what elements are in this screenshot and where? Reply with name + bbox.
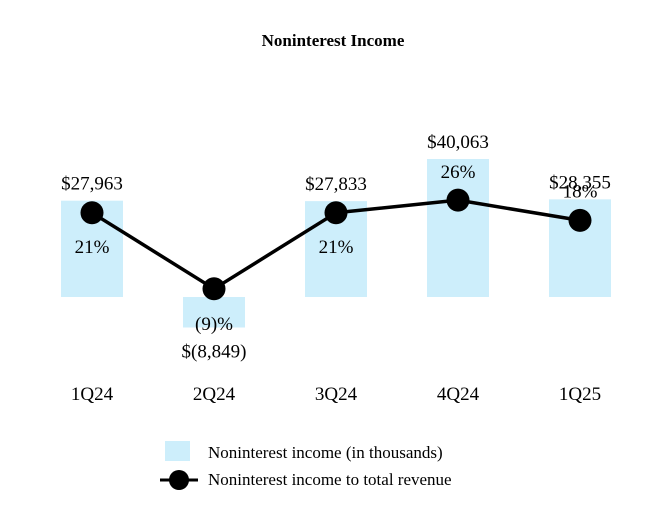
legend-bar-swatch	[165, 441, 190, 461]
legend-line-marker	[169, 470, 189, 490]
x-tick-2q24: 2Q24	[193, 384, 236, 405]
bar-value-label-1q25: $28,355	[549, 172, 611, 193]
x-tick-4q24: 4Q24	[437, 384, 480, 405]
ratio-point-1q25	[568, 208, 592, 232]
chart-title: Noninterest Income	[262, 31, 405, 50]
ratio-point-2q24	[202, 277, 226, 301]
ratio-label-3q24: 21%	[319, 237, 354, 258]
x-axis-tick-labels: 1Q24 2Q24 3Q24 4Q24 1Q25	[71, 384, 601, 405]
ratio-point-1q24	[80, 201, 104, 225]
line-series	[80, 188, 592, 301]
ratio-label-1q25: 18%	[563, 181, 598, 202]
x-tick-1q25: 1Q25	[559, 384, 601, 405]
bar-value-label-2q24: $(8,849)	[182, 341, 247, 362]
bar-4q24	[427, 159, 489, 297]
ratio-label-1q24: 21%	[75, 237, 110, 258]
ratio-label-4q24: 26%	[441, 162, 476, 183]
bar-2q24	[183, 297, 245, 328]
bar-series	[61, 159, 611, 328]
bar-value-labels: $27,963 $(8,849) $27,833 $40,063 $28,355	[61, 132, 611, 362]
bar-value-label-1q24: $27,963	[61, 174, 123, 195]
percent-labels: 21% (9)% 21% 26% 18%	[75, 162, 598, 335]
ratio-point-4q24	[446, 188, 470, 212]
x-tick-1q24: 1Q24	[71, 384, 114, 405]
legend: Noninterest income (in thousands) Nonint…	[160, 441, 452, 490]
legend-line-label: Noninterest income to total revenue	[208, 470, 452, 489]
ratio-label-2q24: (9)%	[195, 314, 233, 335]
legend-bar-label: Noninterest income (in thousands)	[208, 443, 443, 462]
x-tick-3q24: 3Q24	[315, 384, 358, 405]
bar-value-label-4q24: $40,063	[427, 132, 489, 153]
ratio-point-3q24	[324, 201, 348, 225]
bar-value-label-3q24: $27,833	[305, 174, 367, 195]
